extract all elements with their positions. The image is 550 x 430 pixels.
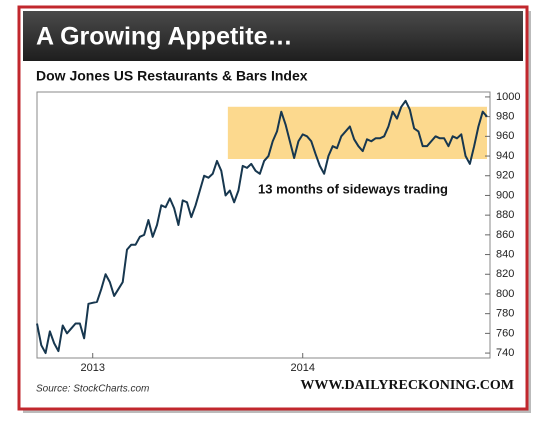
y-tick-label: 780	[496, 308, 514, 320]
y-tick-label: 840	[496, 248, 514, 260]
x-tick-label: 2014	[290, 362, 314, 374]
y-tick-label: 820	[496, 268, 514, 280]
y-tick-label: 980	[496, 111, 514, 123]
y-tick-label: 900	[496, 189, 514, 201]
banner	[23, 11, 523, 61]
y-tick-label: 920	[496, 170, 514, 182]
x-tick-label: 2013	[80, 362, 104, 374]
y-tick-label: 940	[496, 150, 514, 162]
plot: 740 760 780 800 820 840 860 880 900 920 940 960 980 1…	[36, 91, 520, 374]
series-line	[36, 99, 488, 355]
y-tick-label: 800	[496, 288, 514, 300]
y-tick-label: 880	[496, 209, 514, 221]
website: WWW.DAILYRECKONING.COM	[300, 378, 514, 393]
y-tick-label: 760	[496, 327, 514, 339]
y-tick-label: 740	[496, 347, 514, 359]
annotation: 13 months of sideways trading	[258, 181, 448, 196]
chart-title: A Growing Appetite…	[36, 23, 292, 51]
y-tick-label: 1000	[496, 91, 520, 103]
highlight-band	[227, 106, 487, 159]
y-tick-label: 860	[496, 229, 514, 241]
source: Source: StockCharts.com	[36, 384, 149, 395]
chart-subtitle: Dow Jones US Restaurants & Bars Index	[36, 68, 308, 84]
y-tick-label: 960	[496, 130, 514, 142]
